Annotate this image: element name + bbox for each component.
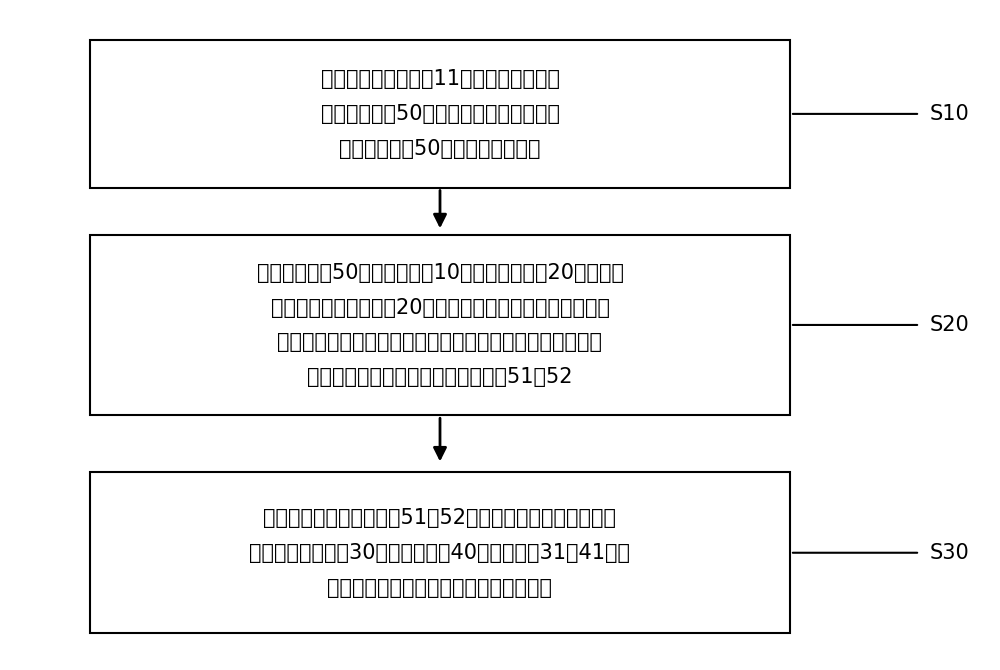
Text: S10: S10 [930, 104, 970, 124]
Text: S30: S30 [930, 543, 970, 563]
Text: 会被分裂成两个独立的磁性斯格明子51、52: 会被分裂成两个独立的磁性斯格明子51、52 [307, 367, 573, 387]
FancyBboxPatch shape [90, 40, 790, 188]
Text: 磁性斯格明子50，在驱动电流的作用下，: 磁性斯格明子50，在驱动电流的作用下， [320, 104, 560, 124]
Text: 运动到赛道第三段30和赛道第四段40，在读取端31和41均可: 运动到赛道第三段30和赛道第四段40，在读取端31和41均可 [250, 543, 631, 563]
Text: 两个独立的磁性斯格明子51和52在驱动电流的作用下，分别: 两个独立的磁性斯格明子51和52在驱动电流的作用下，分别 [264, 508, 616, 528]
Text: 磁性斯格明子50由赛道第一段10进入赛道第二段20，该磁性: 磁性斯格明子50由赛道第一段10进入赛道第二段20，该磁性 [256, 263, 624, 283]
FancyBboxPatch shape [90, 234, 790, 415]
Text: S20: S20 [930, 315, 970, 335]
Text: 斯格明子在赛道第二段20由于赛道表面的缺陷会发生钉扎效: 斯格明子在赛道第二段20由于赛道表面的缺陷会发生钉扎效 [270, 297, 610, 318]
Text: 磁性斯格明子50将会沿着赛道移动: 磁性斯格明子50将会沿着赛道移动 [339, 139, 541, 159]
Text: 在存储器件的写入端11使用极化电流产生: 在存储器件的写入端11使用极化电流产生 [320, 69, 560, 89]
Text: 应，在驱动电流的作用下，被钉扎在赛道上的磁性斯格明子: 应，在驱动电流的作用下，被钉扎在赛道上的磁性斯格明子 [278, 332, 602, 352]
Text: 检测到带有相同存储信息的磁性斯格明子: 检测到带有相同存储信息的磁性斯格明子 [328, 578, 552, 598]
FancyBboxPatch shape [90, 472, 790, 633]
